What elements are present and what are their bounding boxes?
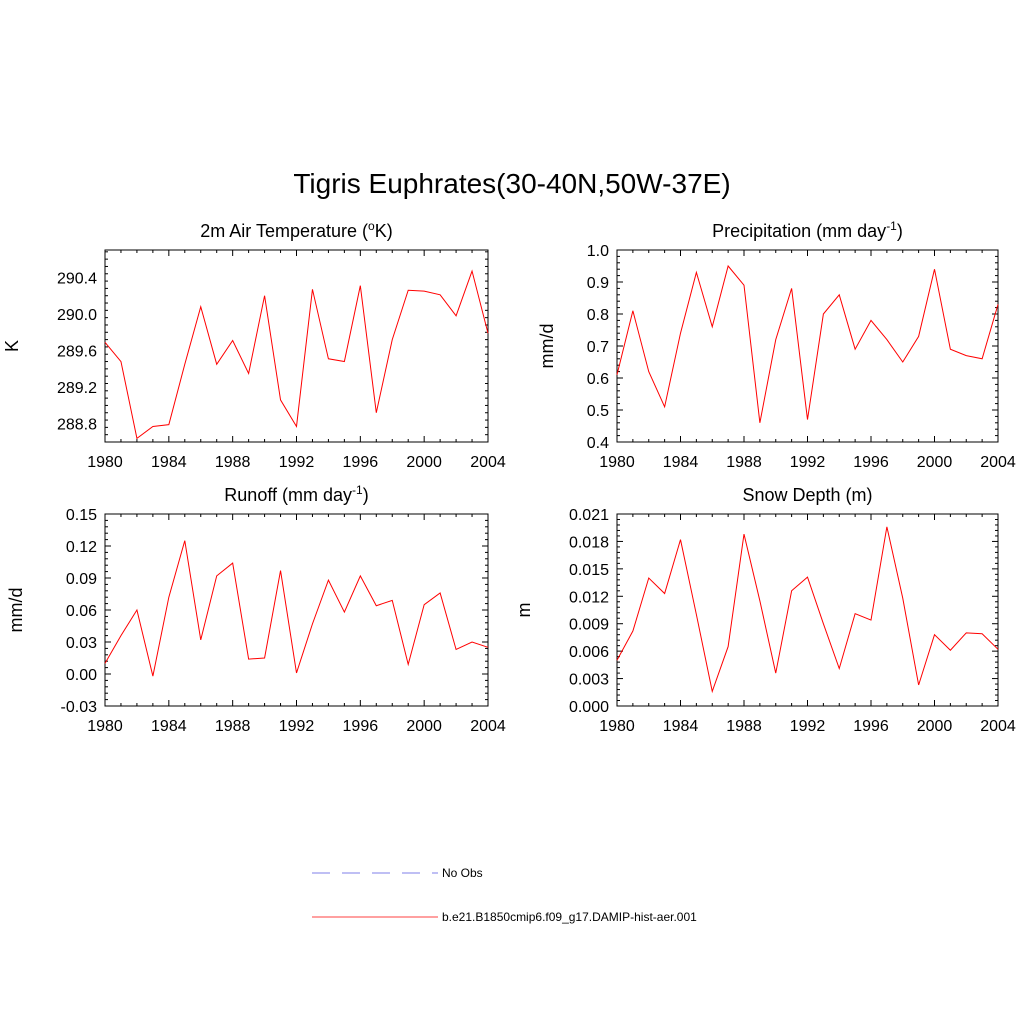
panel-snow-depth: 1980 1984 1988 1992 1996 2000 2004 0.000 0.003 0.… [514, 485, 1016, 735]
y-tick-label: 0.000 [569, 699, 609, 716]
panel-title-superscript: o [368, 219, 375, 233]
x-tick-label: 1992 [279, 454, 315, 471]
y-tick-label: 0.015 [569, 562, 609, 579]
x-tick-label: 2000 [917, 718, 953, 735]
x-tick-label: 2004 [980, 718, 1016, 735]
x-tick-label: 1996 [343, 454, 379, 471]
y-axis-label: mm/d [537, 324, 557, 369]
x-tick-label: 2004 [470, 718, 506, 735]
x-tick-label: 1988 [215, 454, 251, 471]
y-axis-label: K [2, 340, 22, 352]
series-line-model [616, 264, 999, 423]
y-tick-label: 290.0 [57, 307, 97, 324]
y-axis-label: m [514, 603, 534, 618]
x-tick-label: 1980 [599, 718, 635, 735]
x-tick-label: 2004 [980, 454, 1016, 471]
panel-title-superscript: -1 [886, 219, 897, 233]
y-tick-label: 289.6 [57, 344, 97, 361]
x-tick-label: 1984 [663, 718, 699, 735]
panel-title-main: Runoff (mm day [224, 485, 352, 505]
y-tick-label: 0.09 [66, 571, 97, 588]
x-tick-label: 1992 [790, 454, 826, 471]
panel-precipitation: 1980 1984 1988 1992 1996 2000 2004 0.4 0.5 0.6 0.7… [537, 219, 1016, 471]
plot-frame [616, 513, 999, 707]
y-tick-label: 0.6 [587, 371, 609, 388]
x-tick-label: 1988 [215, 718, 251, 735]
x-tick-label: 1996 [853, 718, 889, 735]
y-tick-label: 0.00 [66, 667, 97, 684]
x-tick-label: 1988 [726, 718, 762, 735]
y-tick-label: 0.5 [587, 403, 609, 420]
x-tick-label: 1996 [853, 454, 889, 471]
x-tick-label: 1992 [790, 718, 826, 735]
y-tick-label: 0.009 [569, 617, 609, 634]
x-tick-label: 1980 [87, 718, 123, 735]
panel-runoff: 1980 1984 1988 1992 1996 2000 2004 -0.03 0.00 0.0… [6, 483, 506, 735]
y-tick-label: 290.4 [57, 270, 97, 287]
panel-title-rest: ) [897, 221, 903, 241]
y-tick-label: 0.006 [569, 644, 609, 661]
y-tick-label: 0.9 [587, 275, 609, 292]
x-tick-label: 1980 [87, 454, 123, 471]
panel-title-main: 2m Air Temperature ( [200, 221, 368, 241]
y-tick-label: 0.12 [66, 539, 97, 556]
y-tick-label: 0.018 [569, 534, 609, 551]
panel-title-main: Snow Depth (m) [742, 485, 872, 505]
panel-title-air-temperature: 2m Air Temperature (oK) [200, 219, 392, 241]
y-tick-label: 0.012 [569, 589, 609, 606]
x-tick-label: 1984 [663, 454, 699, 471]
panel-title-rest: ) [363, 485, 369, 505]
y-tick-label: 289.2 [57, 380, 97, 397]
x-tick-label: 2004 [470, 454, 506, 471]
panel-title-main: Precipitation (mm day [712, 221, 886, 241]
y-tick-label: 0.4 [587, 435, 609, 452]
y-tick-label: 0.021 [569, 507, 609, 524]
y-tick-label: 1.0 [587, 243, 609, 260]
y-tick-label: 0.06 [66, 603, 97, 620]
x-tick-label: 2000 [406, 718, 442, 735]
x-tick-label: 1984 [151, 454, 187, 471]
y-tick-label: -0.03 [61, 699, 98, 716]
plot-frame [104, 249, 489, 443]
series-line-model [104, 269, 489, 440]
y-tick-label: 0.7 [587, 339, 609, 356]
x-tick-label: 1988 [726, 454, 762, 471]
y-axis-label: mm/d [6, 588, 26, 633]
series-line-model [616, 526, 999, 694]
x-tick-label: 1996 [343, 718, 379, 735]
legend: No Obs b.e21.B1850cmip6.f09_g17.DAMIP-hi… [312, 866, 697, 924]
panel-title-snow-depth: Snow Depth (m) [742, 485, 872, 505]
y-tick-label: 0.8 [587, 307, 609, 324]
x-tick-label: 1984 [151, 718, 187, 735]
x-tick-label: 1980 [599, 454, 635, 471]
panel-air-temperature: 1980 1984 1988 1992 1996 2000 2004 288.8 289.2 28… [2, 219, 506, 471]
x-tick-label: 1992 [279, 718, 315, 735]
y-tick-label: 0.003 [569, 672, 609, 689]
legend-label-no-obs: No Obs [442, 866, 483, 880]
x-tick-label: 2000 [917, 454, 953, 471]
series-line-model [104, 540, 489, 677]
figure-title: Tigris Euphrates(30-40N,50W-37E) [293, 168, 731, 199]
x-tick-label: 2000 [406, 454, 442, 471]
panel-title-superscript: -1 [352, 483, 363, 497]
plot-frame [104, 513, 489, 707]
panel-title-precipitation: Precipitation (mm day-1) [712, 219, 903, 241]
panel-title-rest: K) [375, 221, 393, 241]
y-tick-label: 288.8 [57, 417, 97, 434]
y-tick-label: 0.03 [66, 635, 97, 652]
legend-label-model: b.e21.B1850cmip6.f09_g17.DAMIP-hist-aer.… [442, 910, 697, 924]
panel-title-runoff: Runoff (mm day-1) [224, 483, 368, 505]
plot-frame [616, 249, 999, 443]
y-tick-label: 0.15 [66, 507, 97, 524]
